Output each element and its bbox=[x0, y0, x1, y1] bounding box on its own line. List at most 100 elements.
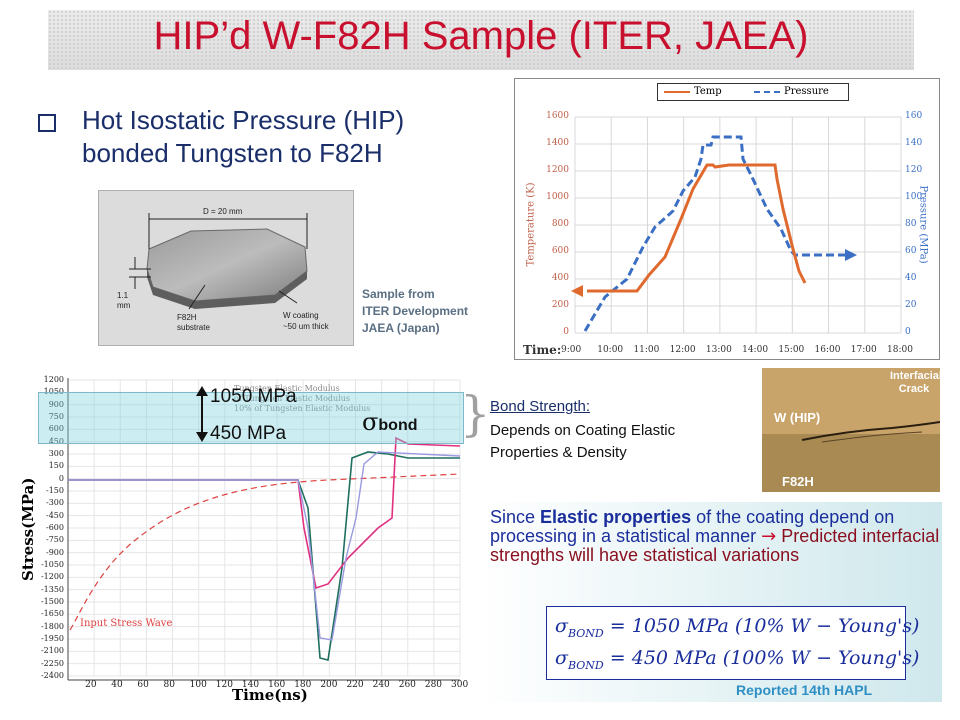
stress-x-tick-label: 80 bbox=[163, 680, 175, 690]
temp-tick-label: 1200 bbox=[546, 165, 569, 175]
time-tick-label: 13:00 bbox=[705, 345, 732, 355]
temperature-curve bbox=[587, 163, 807, 293]
stress-y-tick-label: -450 bbox=[46, 510, 64, 520]
coating-label-1: W coating bbox=[283, 311, 319, 320]
pressure-tick-label: 160 bbox=[905, 111, 923, 121]
pressure-tick-label: 80 bbox=[905, 219, 917, 229]
temp-tick-label: 1400 bbox=[546, 138, 569, 148]
substrate-label-2: substrate bbox=[177, 323, 210, 332]
stress-x-tick-label: 240 bbox=[372, 680, 390, 690]
legend-pressure-swatch bbox=[754, 91, 780, 93]
sample-photo: D = 20 mm 1.1 mm F82H substrate W coatin… bbox=[98, 190, 354, 346]
stress-x-tick-label: 220 bbox=[346, 680, 364, 690]
bullet-line-2: bonded Tungsten to F82H bbox=[82, 138, 383, 168]
pressure-tick-label: 0 bbox=[905, 327, 911, 337]
formula-1-sub: BOND bbox=[567, 626, 604, 640]
title-background bbox=[48, 10, 914, 70]
stress-legend-1: Tungsten Elastic Modulus bbox=[234, 384, 340, 393]
bond-desc-line-2: Properties & Density bbox=[490, 444, 627, 461]
sample-source-line-1: Sample from bbox=[362, 287, 435, 301]
stress-x-tick-label: 280 bbox=[424, 680, 443, 690]
stress-y-tick-label: -150 bbox=[46, 486, 64, 495]
stress-y-tick-label: -2100 bbox=[40, 646, 64, 656]
hip-cycle-chart: Temp Pressure Temperature (K) Pressure (… bbox=[514, 78, 940, 360]
page-title: HIP’d W-F82H Sample (ITER, JAEA) bbox=[153, 14, 809, 58]
stress-y-tick-label: 300 bbox=[48, 449, 64, 458]
stress-x-tick-label: 200 bbox=[320, 680, 338, 690]
bond-upper-label: 1050 MPa bbox=[210, 386, 297, 407]
crack-label-line-2: Crack bbox=[898, 383, 930, 395]
chart-legend: Temp Pressure bbox=[657, 83, 849, 101]
stress-x-tick-label: 180 bbox=[294, 680, 312, 690]
stress-xlabel: Time(ns) bbox=[232, 686, 308, 704]
pressure-tick-label: 40 bbox=[905, 273, 917, 283]
pressure-tick-label: 100 bbox=[905, 192, 923, 202]
substrate-label-1: F82H bbox=[177, 313, 197, 322]
interfacial-crack-micrograph: Interfacial Crack W (HIP) F82H bbox=[762, 368, 942, 492]
temp-tick-label: 1600 bbox=[546, 111, 569, 121]
legend-pressure-label: Pressure bbox=[784, 86, 829, 97]
stress-legend-2: of Tungsten Elastic Modulus bbox=[234, 394, 350, 403]
sample-source-line-3: JAEA (Japan) bbox=[362, 321, 440, 335]
stress-y-tick-label: -2400 bbox=[40, 671, 64, 680]
bullet-icon bbox=[38, 114, 56, 132]
bond-range-arrow bbox=[196, 386, 208, 442]
formula-1-sigma: σ bbox=[555, 615, 568, 637]
crack-illustration bbox=[762, 368, 940, 492]
pressure-tick-label: 120 bbox=[905, 165, 923, 175]
temp-tick-label: 400 bbox=[551, 273, 569, 283]
stress-y-tick-label: -750 bbox=[46, 535, 64, 545]
hip-cycle-plot bbox=[571, 116, 902, 334]
bond-strength-description: Depends on Coating Elastic Properties & … bbox=[490, 420, 760, 464]
time-tick-label: 10:00 bbox=[597, 345, 624, 355]
time-tick-label: 14:00 bbox=[742, 345, 769, 355]
stress-y-tick-label: 750 bbox=[48, 412, 64, 421]
stress-wave-chart: Stress(MPa) Time(ns) Input Stress Wave T… bbox=[8, 368, 468, 708]
time-tick-label: 17:00 bbox=[850, 345, 877, 355]
stress-y-tick-label: 450 bbox=[48, 436, 64, 446]
stress-y-tick-label: 1050 bbox=[43, 387, 64, 397]
sample-source-line-2: ITER Development bbox=[362, 304, 469, 318]
stress-x-tick-label: 60 bbox=[137, 680, 149, 690]
reported-note: Reported 14th HAPL bbox=[736, 682, 873, 698]
stress-x-tick-label: 40 bbox=[111, 680, 123, 690]
pressure-tick-label: 20 bbox=[905, 300, 917, 310]
stress-y-tick-label: -1350 bbox=[40, 584, 64, 594]
bond-lower-label: 450 MPa bbox=[210, 423, 287, 444]
stress-x-tick-label: 260 bbox=[398, 680, 416, 690]
stress-y-tick-label: -2250 bbox=[40, 658, 64, 668]
sample-disc-illustration bbox=[129, 213, 308, 310]
stress-x-tick-label: 100 bbox=[189, 680, 207, 690]
formula-2-rest: = 450 MPa (100% W − Young's) bbox=[603, 647, 920, 669]
statistics-text-1: Since bbox=[490, 507, 541, 527]
stress-y-tick-label: 150 bbox=[48, 461, 64, 471]
stress-x-tick-label: 140 bbox=[241, 680, 260, 690]
statistics-text-bold: Elastic properties bbox=[540, 507, 692, 527]
stress-y-tick-label: -900 bbox=[46, 547, 64, 557]
stress-y-tick-label: -1950 bbox=[40, 634, 64, 643]
stress-y-tick-label: -300 bbox=[46, 498, 64, 508]
thickness-label-2: mm bbox=[117, 301, 131, 310]
statistics-text-2: of the coating depend on processing in a… bbox=[490, 507, 895, 546]
statistics-text-3: Predicted interfacial strengths will hav… bbox=[490, 526, 940, 565]
stress-x-tick-label: 120 bbox=[215, 680, 233, 690]
time-tick-label: 12:00 bbox=[669, 345, 696, 355]
formula-1: σBOND = 1050 MPa (10% W − Young's) bbox=[555, 615, 919, 640]
bullet-text: Hot Isostatic Pressure (HIP) bonded Tung… bbox=[82, 104, 502, 170]
stress-curve-partial-modulus bbox=[68, 451, 461, 641]
pressure-curve bbox=[583, 135, 845, 332]
formula-1-rest: = 1050 MPa (10% W − Young's) bbox=[603, 615, 920, 637]
thickness-label-1: 1.1 bbox=[117, 291, 129, 300]
temp-tick-label: 0 bbox=[563, 327, 569, 337]
statistics-text: Since Elastic properties of the coating … bbox=[490, 508, 940, 565]
formula-2-sigma: σ bbox=[555, 647, 568, 669]
stress-y-tick-label: 900 bbox=[48, 399, 64, 409]
bond-strength-title: Bond Strength: bbox=[490, 398, 591, 415]
diameter-label: D = 20 mm bbox=[203, 207, 243, 216]
formula-2-sub: BOND bbox=[567, 658, 604, 672]
stress-y-tick-label: -1200 bbox=[40, 572, 64, 582]
stress-curve-10pct-modulus bbox=[68, 436, 461, 590]
bullet-line-1: Hot Isostatic Pressure (HIP) bbox=[82, 105, 405, 135]
stress-y-tick-label: -600 bbox=[46, 523, 64, 532]
stress-x-tick-label: 300 bbox=[451, 680, 469, 690]
